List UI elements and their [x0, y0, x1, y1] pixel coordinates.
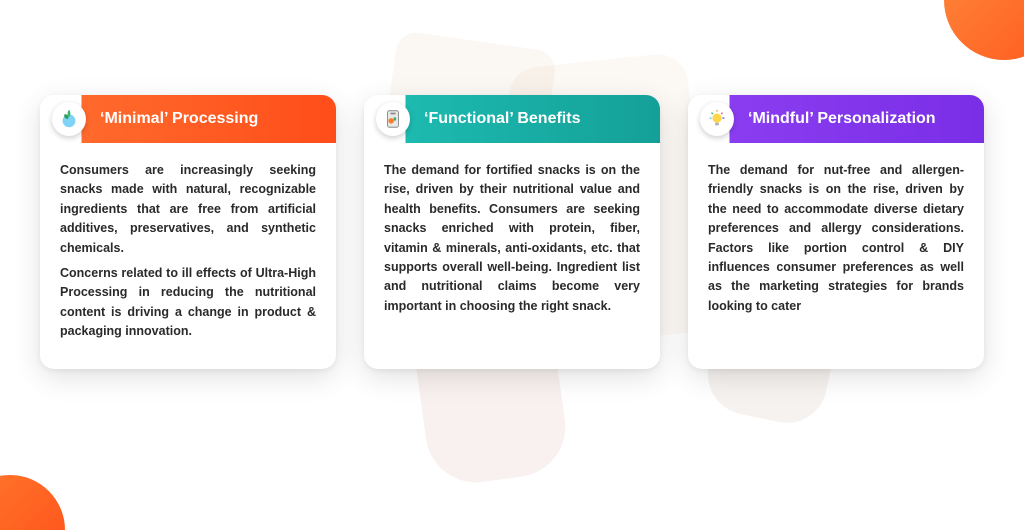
card-title: ‘Functional’ Benefits — [424, 110, 580, 128]
card-body-paragraph: Concerns related to ill effects of Ultra… — [60, 264, 316, 342]
cards-row: ‘Minimal’ Processing Consumers are incre… — [0, 95, 1024, 369]
card-body: The demand for nut-free and allergen-fri… — [688, 143, 984, 344]
card-title: ‘Mindful’ Personalization — [748, 110, 936, 128]
corner-blob-top-right — [944, 0, 1024, 60]
card-title: ‘Minimal’ Processing — [100, 110, 258, 128]
card-functional-benefits: ‘Functional’ Benefits The demand for for… — [364, 95, 660, 369]
card-body: Consumers are increasingly seeking snack… — [40, 143, 336, 369]
card-body: The demand for fortified snacks is on th… — [364, 143, 660, 344]
card-body-paragraph: The demand for nut-free and allergen-fri… — [708, 161, 964, 316]
lightbulb-idea-icon — [700, 102, 734, 136]
card-body-paragraph: The demand for fortified snacks is on th… — [384, 161, 640, 316]
card-header: ‘Minimal’ Processing — [40, 95, 336, 143]
corner-blob-bottom-left — [0, 475, 65, 530]
card-header: ‘Mindful’ Personalization — [688, 95, 984, 143]
card-mindful-personalization: ‘Mindful’ Personalization The demand for… — [688, 95, 984, 369]
card-minimal-processing: ‘Minimal’ Processing Consumers are incre… — [40, 95, 336, 369]
card-body-paragraph: Consumers are increasingly seeking snack… — [60, 161, 316, 258]
clipboard-nutrition-icon — [376, 102, 410, 136]
leaf-globe-icon — [52, 102, 86, 136]
card-header: ‘Functional’ Benefits — [364, 95, 660, 143]
